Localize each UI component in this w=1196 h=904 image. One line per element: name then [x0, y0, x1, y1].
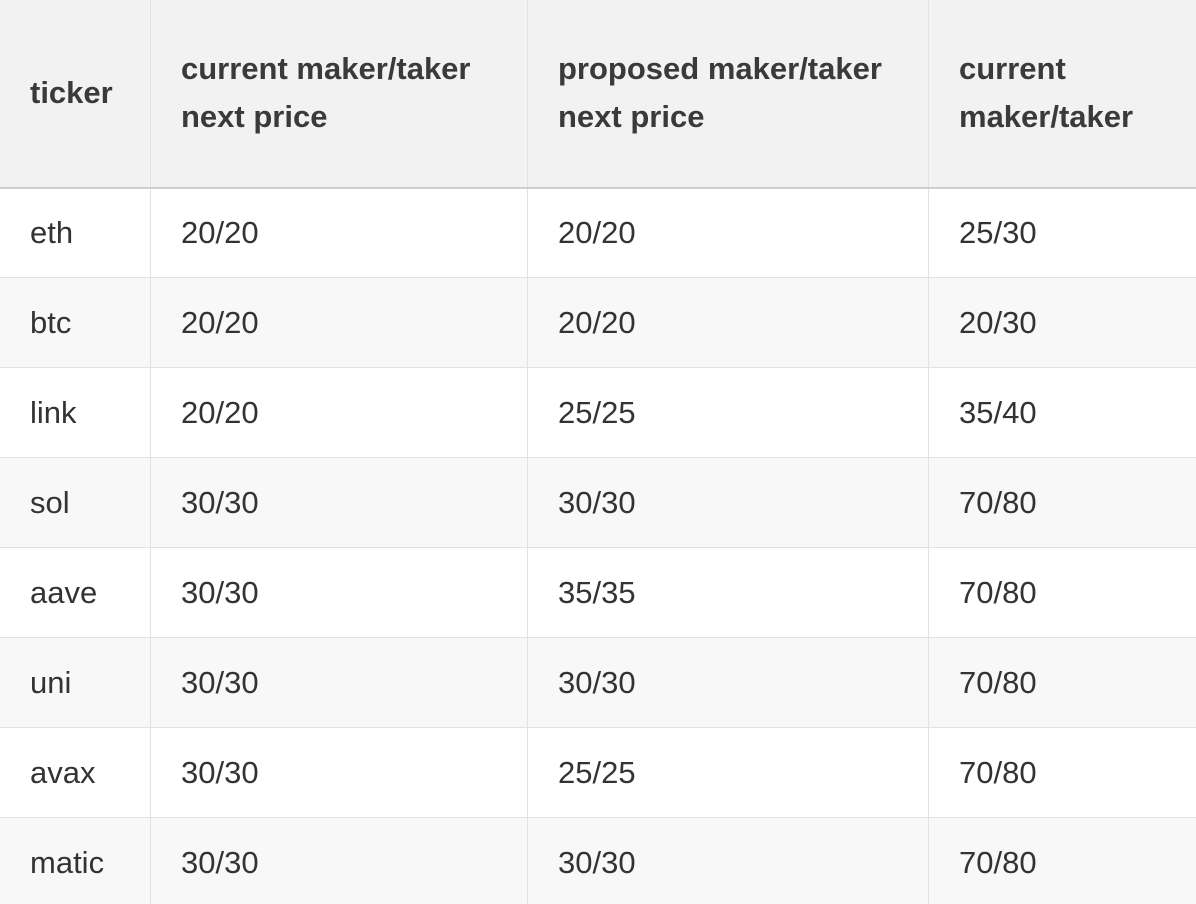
cell-current-maker-taker: 70/80	[928, 637, 1196, 728]
table-body: eth 20/20 20/20 25/30 btc 20/20 20/20 20…	[0, 187, 1196, 904]
table-row: avax 30/30 25/25 70/80	[0, 727, 1196, 818]
cell-ticker: link	[0, 367, 151, 458]
cell-current-next-price: 30/30	[150, 637, 528, 728]
cell-proposed-next-price: 25/25	[527, 727, 929, 818]
cell-current-next-price: 30/30	[150, 817, 528, 904]
table-row: aave 30/30 35/35 70/80	[0, 547, 1196, 638]
cell-ticker: aave	[0, 547, 151, 638]
cell-proposed-next-price: 30/30	[527, 637, 929, 728]
header-row: ticker current maker/taker next price pr…	[0, 0, 1196, 189]
cell-current-maker-taker: 25/30	[928, 187, 1196, 278]
cell-current-maker-taker: 70/80	[928, 817, 1196, 904]
cell-proposed-next-price: 30/30	[527, 817, 929, 904]
table-row: matic 30/30 30/30 70/80	[0, 817, 1196, 904]
cell-ticker: eth	[0, 187, 151, 278]
cell-current-next-price: 20/20	[150, 187, 528, 278]
header-current-next-price: current maker/taker next price	[150, 0, 528, 189]
header-proposed-next-price: proposed maker/taker next price	[527, 0, 929, 189]
cell-proposed-next-price: 30/30	[527, 457, 929, 548]
cell-ticker: sol	[0, 457, 151, 548]
cell-current-maker-taker: 70/80	[928, 547, 1196, 638]
cell-current-maker-taker: 70/80	[928, 727, 1196, 818]
table-row: uni 30/30 30/30 70/80	[0, 637, 1196, 728]
cell-current-next-price: 30/30	[150, 727, 528, 818]
cell-current-maker-taker: 20/30	[928, 277, 1196, 368]
cell-ticker: matic	[0, 817, 151, 904]
cell-current-next-price: 30/30	[150, 547, 528, 638]
table-row: link 20/20 25/25 35/40	[0, 367, 1196, 458]
cell-ticker: uni	[0, 637, 151, 728]
cell-current-next-price: 20/20	[150, 367, 528, 458]
table-row: btc 20/20 20/20 20/30	[0, 277, 1196, 368]
cell-proposed-next-price: 35/35	[527, 547, 929, 638]
cell-proposed-next-price: 20/20	[527, 187, 929, 278]
header-current-maker-taker: current maker/taker	[928, 0, 1196, 189]
cell-ticker: btc	[0, 277, 151, 368]
cell-current-next-price: 20/20	[150, 277, 528, 368]
cell-current-maker-taker: 35/40	[928, 367, 1196, 458]
cell-proposed-next-price: 20/20	[527, 277, 929, 368]
table-row: eth 20/20 20/20 25/30	[0, 187, 1196, 278]
header-ticker: ticker	[0, 0, 151, 189]
table-row: sol 30/30 30/30 70/80	[0, 457, 1196, 548]
cell-current-next-price: 30/30	[150, 457, 528, 548]
table-header: ticker current maker/taker next price pr…	[0, 0, 1196, 189]
cell-ticker: avax	[0, 727, 151, 818]
cell-proposed-next-price: 25/25	[527, 367, 929, 458]
cell-current-maker-taker: 70/80	[928, 457, 1196, 548]
